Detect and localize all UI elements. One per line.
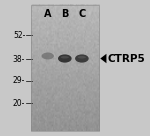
Text: 20-: 20- xyxy=(13,99,25,108)
Ellipse shape xyxy=(75,54,89,63)
Polygon shape xyxy=(100,54,106,63)
Text: B: B xyxy=(61,9,69,19)
Text: 38-: 38- xyxy=(13,55,25,64)
Ellipse shape xyxy=(42,52,54,59)
Ellipse shape xyxy=(44,54,51,56)
Ellipse shape xyxy=(58,54,72,63)
Ellipse shape xyxy=(78,56,86,58)
Ellipse shape xyxy=(61,56,69,58)
Text: A: A xyxy=(44,9,51,19)
Text: 29-: 29- xyxy=(13,76,25,85)
Text: C: C xyxy=(78,9,85,19)
Text: CTRP5: CTRP5 xyxy=(107,53,145,64)
Text: 52-: 52- xyxy=(13,31,25,40)
